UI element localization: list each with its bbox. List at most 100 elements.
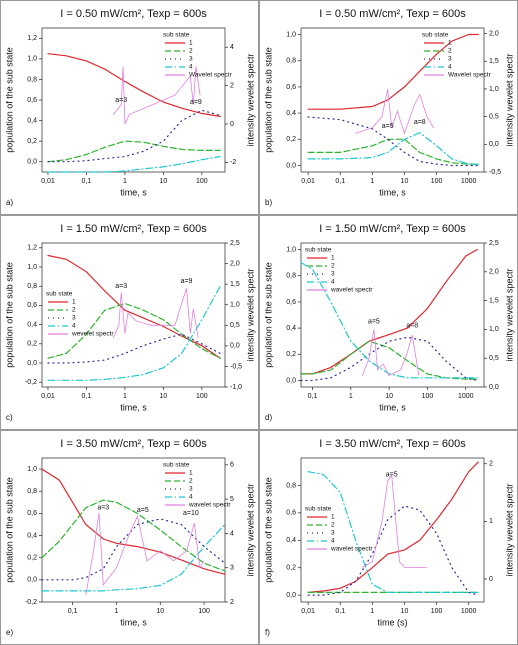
x-tick-label: 100 bbox=[431, 178, 443, 185]
x-tick-label: 0,01 bbox=[301, 178, 315, 185]
annotation: a=5 bbox=[382, 123, 394, 130]
x-tick-label: 1 bbox=[349, 393, 353, 400]
x-tick-label: 0,1 bbox=[82, 178, 92, 185]
y2-axis-label: intensity wevelet spectr bbox=[504, 268, 514, 361]
panel: I = 3.50 mW/cm², Texp = 600s 0,1 1 10 100 -0,… bbox=[0, 430, 259, 645]
x-tick-label: 1 bbox=[114, 608, 118, 615]
y2-tick-label: 0 bbox=[230, 121, 234, 128]
panel-label: f) bbox=[265, 628, 270, 637]
series-line bbox=[47, 140, 221, 163]
y2-tick-label: 1,5 bbox=[489, 297, 499, 304]
y2-tick-label: 1,0 bbox=[230, 302, 240, 309]
panel-label: d) bbox=[265, 413, 272, 422]
legend-title: sub state bbox=[163, 462, 190, 469]
y-tick-label: 0,2 bbox=[27, 555, 37, 562]
x-tick-label: 0,01 bbox=[41, 393, 55, 400]
y2-tick-label: 4 bbox=[230, 44, 234, 51]
y2-tick-label: 1 bbox=[489, 518, 493, 525]
y-tick-label: 1,2 bbox=[27, 245, 37, 252]
series-line bbox=[41, 523, 226, 592]
annotation: a=10 bbox=[183, 510, 199, 517]
chart-title: I = 1.50 mW/cm², Texp = 600s bbox=[60, 223, 207, 235]
legend-label: 2 bbox=[189, 48, 193, 55]
x-tick-label: 0,01 bbox=[41, 178, 55, 185]
series-line bbox=[307, 505, 479, 596]
y-axis-label: population of the sub state bbox=[263, 47, 273, 153]
series-line bbox=[307, 132, 479, 165]
series-line bbox=[112, 66, 201, 125]
legend-title: sub state bbox=[305, 506, 332, 513]
legend-label: wavelet spectr bbox=[330, 287, 373, 294]
series-line bbox=[47, 53, 221, 118]
series-line bbox=[362, 329, 420, 377]
x-tick-label: 1000 bbox=[461, 608, 477, 615]
panel-border bbox=[0, 430, 259, 645]
series-line bbox=[300, 262, 478, 379]
panel-label: c) bbox=[6, 413, 13, 422]
legend-label: 1 bbox=[331, 255, 335, 262]
plot-frame bbox=[41, 242, 226, 388]
x-tick-label: 0,1 bbox=[335, 178, 345, 185]
x-tick-label: 10 bbox=[401, 178, 409, 185]
y-axis-label: population of the sub state bbox=[4, 262, 14, 368]
y2-tick-label: 2,0 bbox=[489, 269, 499, 276]
y2-axis-label: intensity wevelet spectr bbox=[504, 483, 514, 576]
y-axis-label: population of the sub state bbox=[4, 477, 14, 583]
legend-label: 2 bbox=[189, 478, 193, 485]
legend-label: 4 bbox=[189, 64, 193, 71]
y2-tick-label: 6 bbox=[230, 462, 234, 469]
y-tick-label: 0,0 bbox=[27, 159, 37, 166]
annotation: a=9 bbox=[181, 278, 193, 285]
legend-label: 1 bbox=[189, 470, 193, 477]
x-axis-label: time, s bbox=[120, 402, 147, 412]
y2-tick-label: 0 bbox=[489, 576, 493, 583]
annotation: a=3 bbox=[115, 97, 127, 104]
series-line bbox=[307, 138, 479, 165]
legend-label: Wavelet spectr bbox=[448, 72, 492, 79]
y-tick-label: 0,4 bbox=[27, 321, 37, 328]
y-tick-label: 0,2 bbox=[286, 565, 296, 572]
y-tick-label: 0,6 bbox=[286, 299, 296, 306]
legend-label: 2 bbox=[331, 522, 335, 529]
panel: I = 1.50 mW/cm², Texp = 600s 0,1 1 10 100 100… bbox=[259, 215, 518, 430]
legend-label: 4 bbox=[331, 279, 335, 286]
y-tick-label: 0,0 bbox=[286, 162, 296, 169]
y2-tick-label: 0,0 bbox=[489, 141, 499, 148]
y-tick-label: 0,8 bbox=[27, 488, 37, 495]
x-tick-label: 10 bbox=[385, 393, 393, 400]
y-tick-label: 1,0 bbox=[27, 466, 37, 473]
series-line bbox=[85, 512, 205, 596]
y-tick-label: 0,2 bbox=[27, 138, 37, 145]
legend-label: wavelet spectr bbox=[330, 546, 373, 553]
y-axis-label: population of the sub state bbox=[263, 262, 273, 368]
y-tick-label: 0,2 bbox=[286, 136, 296, 143]
series-line bbox=[47, 333, 221, 364]
series-line bbox=[47, 156, 221, 173]
legend-label: 3 bbox=[189, 56, 193, 63]
series-line bbox=[307, 116, 479, 167]
y2-axis-label: intensity wevelet spectr bbox=[245, 483, 255, 576]
y2-axis-label: intensity wevelet spectr bbox=[245, 53, 255, 146]
legend-label: 3 bbox=[189, 486, 193, 493]
y2-tick-label: 1,5 bbox=[230, 281, 240, 288]
y-tick-label: -0,2 bbox=[25, 599, 37, 606]
chart-title: I = 0.50 mW/cm², Texp = 600s bbox=[319, 8, 466, 20]
y2-tick-label: 2 bbox=[230, 82, 234, 89]
legend-title: sub state bbox=[46, 291, 73, 298]
x-axis-label: time (s) bbox=[378, 617, 408, 627]
legend-label: 3 bbox=[72, 315, 76, 322]
legend-label: 4 bbox=[189, 494, 193, 501]
annotation: a=3 bbox=[97, 505, 109, 512]
y-tick-label: 0,4 bbox=[27, 117, 37, 124]
legend-label: 4 bbox=[448, 64, 452, 71]
annotation: a=5 bbox=[368, 318, 380, 325]
panel-border bbox=[259, 0, 518, 215]
chart-title: I = 3.50 mW/cm², Texp = 600s bbox=[319, 438, 466, 450]
x-tick-label: 1 bbox=[370, 608, 374, 615]
chart-title: I = 0.50 mW/cm², Texp = 600s bbox=[60, 8, 207, 20]
x-tick-label: 10 bbox=[159, 178, 167, 185]
y-tick-label: 0,0 bbox=[27, 360, 37, 367]
legend-label: Wavelet spectr bbox=[189, 72, 233, 79]
